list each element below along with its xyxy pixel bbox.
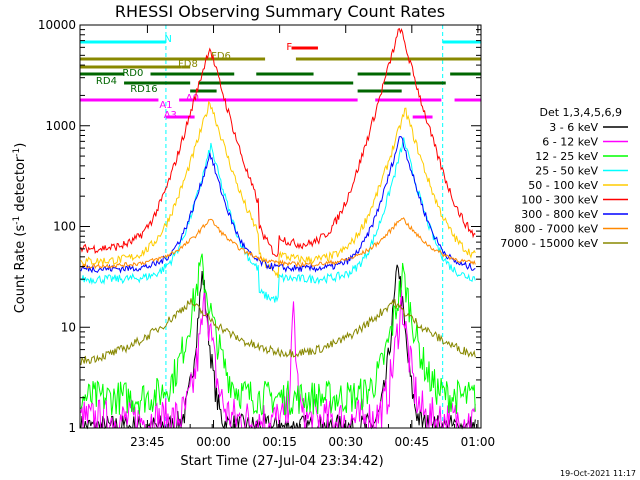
- y-label-part-c: ): [13, 143, 28, 148]
- timestamp: 19-Oct-2021 11:17: [560, 469, 636, 478]
- y-tick-label-1: 10: [61, 320, 76, 334]
- axis-layer: 23:45 00:00 00:15 00:30 00:45 01:00 1 10 100 1000…: [38, 18, 495, 449]
- legend-label-6: 300 - 800 keV: [521, 208, 598, 221]
- annotation-rd4: RD4: [96, 76, 117, 87]
- y-label-sup-2: -1: [12, 148, 22, 157]
- annotation-rd16: RD16: [130, 84, 157, 95]
- annotation-a3: A3: [164, 110, 177, 121]
- y-tick-label-0: 1: [68, 421, 76, 435]
- x-tick-label-0: 23:45: [130, 435, 165, 449]
- y-label-sup-1: -1: [12, 216, 22, 225]
- annotation-rd0: RD0: [122, 68, 143, 79]
- y-tick-label-3: 1000: [45, 119, 76, 133]
- y-label-part-a: Count Rate (s: [13, 225, 28, 314]
- annotation-fd8: FD8: [178, 59, 198, 70]
- annotation-a1: A1: [159, 100, 172, 111]
- series-line-6: [80, 135, 476, 274]
- x-axis-label: Start Time (27-Jul-04 23:34:42): [180, 454, 383, 469]
- x-tick-label-1: 00:00: [196, 435, 231, 449]
- annotation-a0: A0: [186, 93, 199, 104]
- legend-label-3: 25 - 50 keV: [535, 165, 598, 178]
- annotation-fd6: FD6: [211, 51, 231, 62]
- series-line-3: [80, 137, 476, 303]
- chart-title: RHESSI Observing Summary Count Rates: [115, 2, 445, 21]
- x-tick-label-3: 00:30: [328, 435, 363, 449]
- x-tick-label-2: 00:15: [262, 435, 297, 449]
- legend-label-2: 12 - 25 keV: [535, 150, 598, 163]
- y-tick-label-4: 10000: [38, 18, 76, 32]
- legend-title: Det 1,3,4,5,6,9: [539, 106, 622, 119]
- x-tick-label-4: 00:45: [395, 435, 430, 449]
- x-tick-label-5: 01:00: [461, 435, 496, 449]
- legend-label-7: 800 - 7000 keV: [514, 223, 598, 236]
- annotation-f: F: [286, 42, 292, 53]
- series-line-7: [80, 217, 476, 270]
- legend-label-1: 6 - 12 keV: [542, 136, 598, 149]
- series-line-4: [80, 100, 476, 279]
- legend-label-5: 100 - 300 keV: [521, 194, 598, 207]
- y-tick-label-2: 100: [53, 220, 76, 234]
- legend-label-0: 3 - 6 keV: [549, 121, 598, 134]
- series-line-8: [80, 298, 476, 365]
- legend-label-8: 7000 - 15000 keV: [500, 237, 598, 250]
- series-line-5: [80, 27, 476, 257]
- legend-label-4: 50 - 100 keV: [528, 179, 598, 192]
- annotation-n: N: [164, 34, 171, 45]
- y-label-part-b: detector: [13, 156, 28, 216]
- y-axis-label: Count Rate (s-1 detector-1): [12, 143, 28, 314]
